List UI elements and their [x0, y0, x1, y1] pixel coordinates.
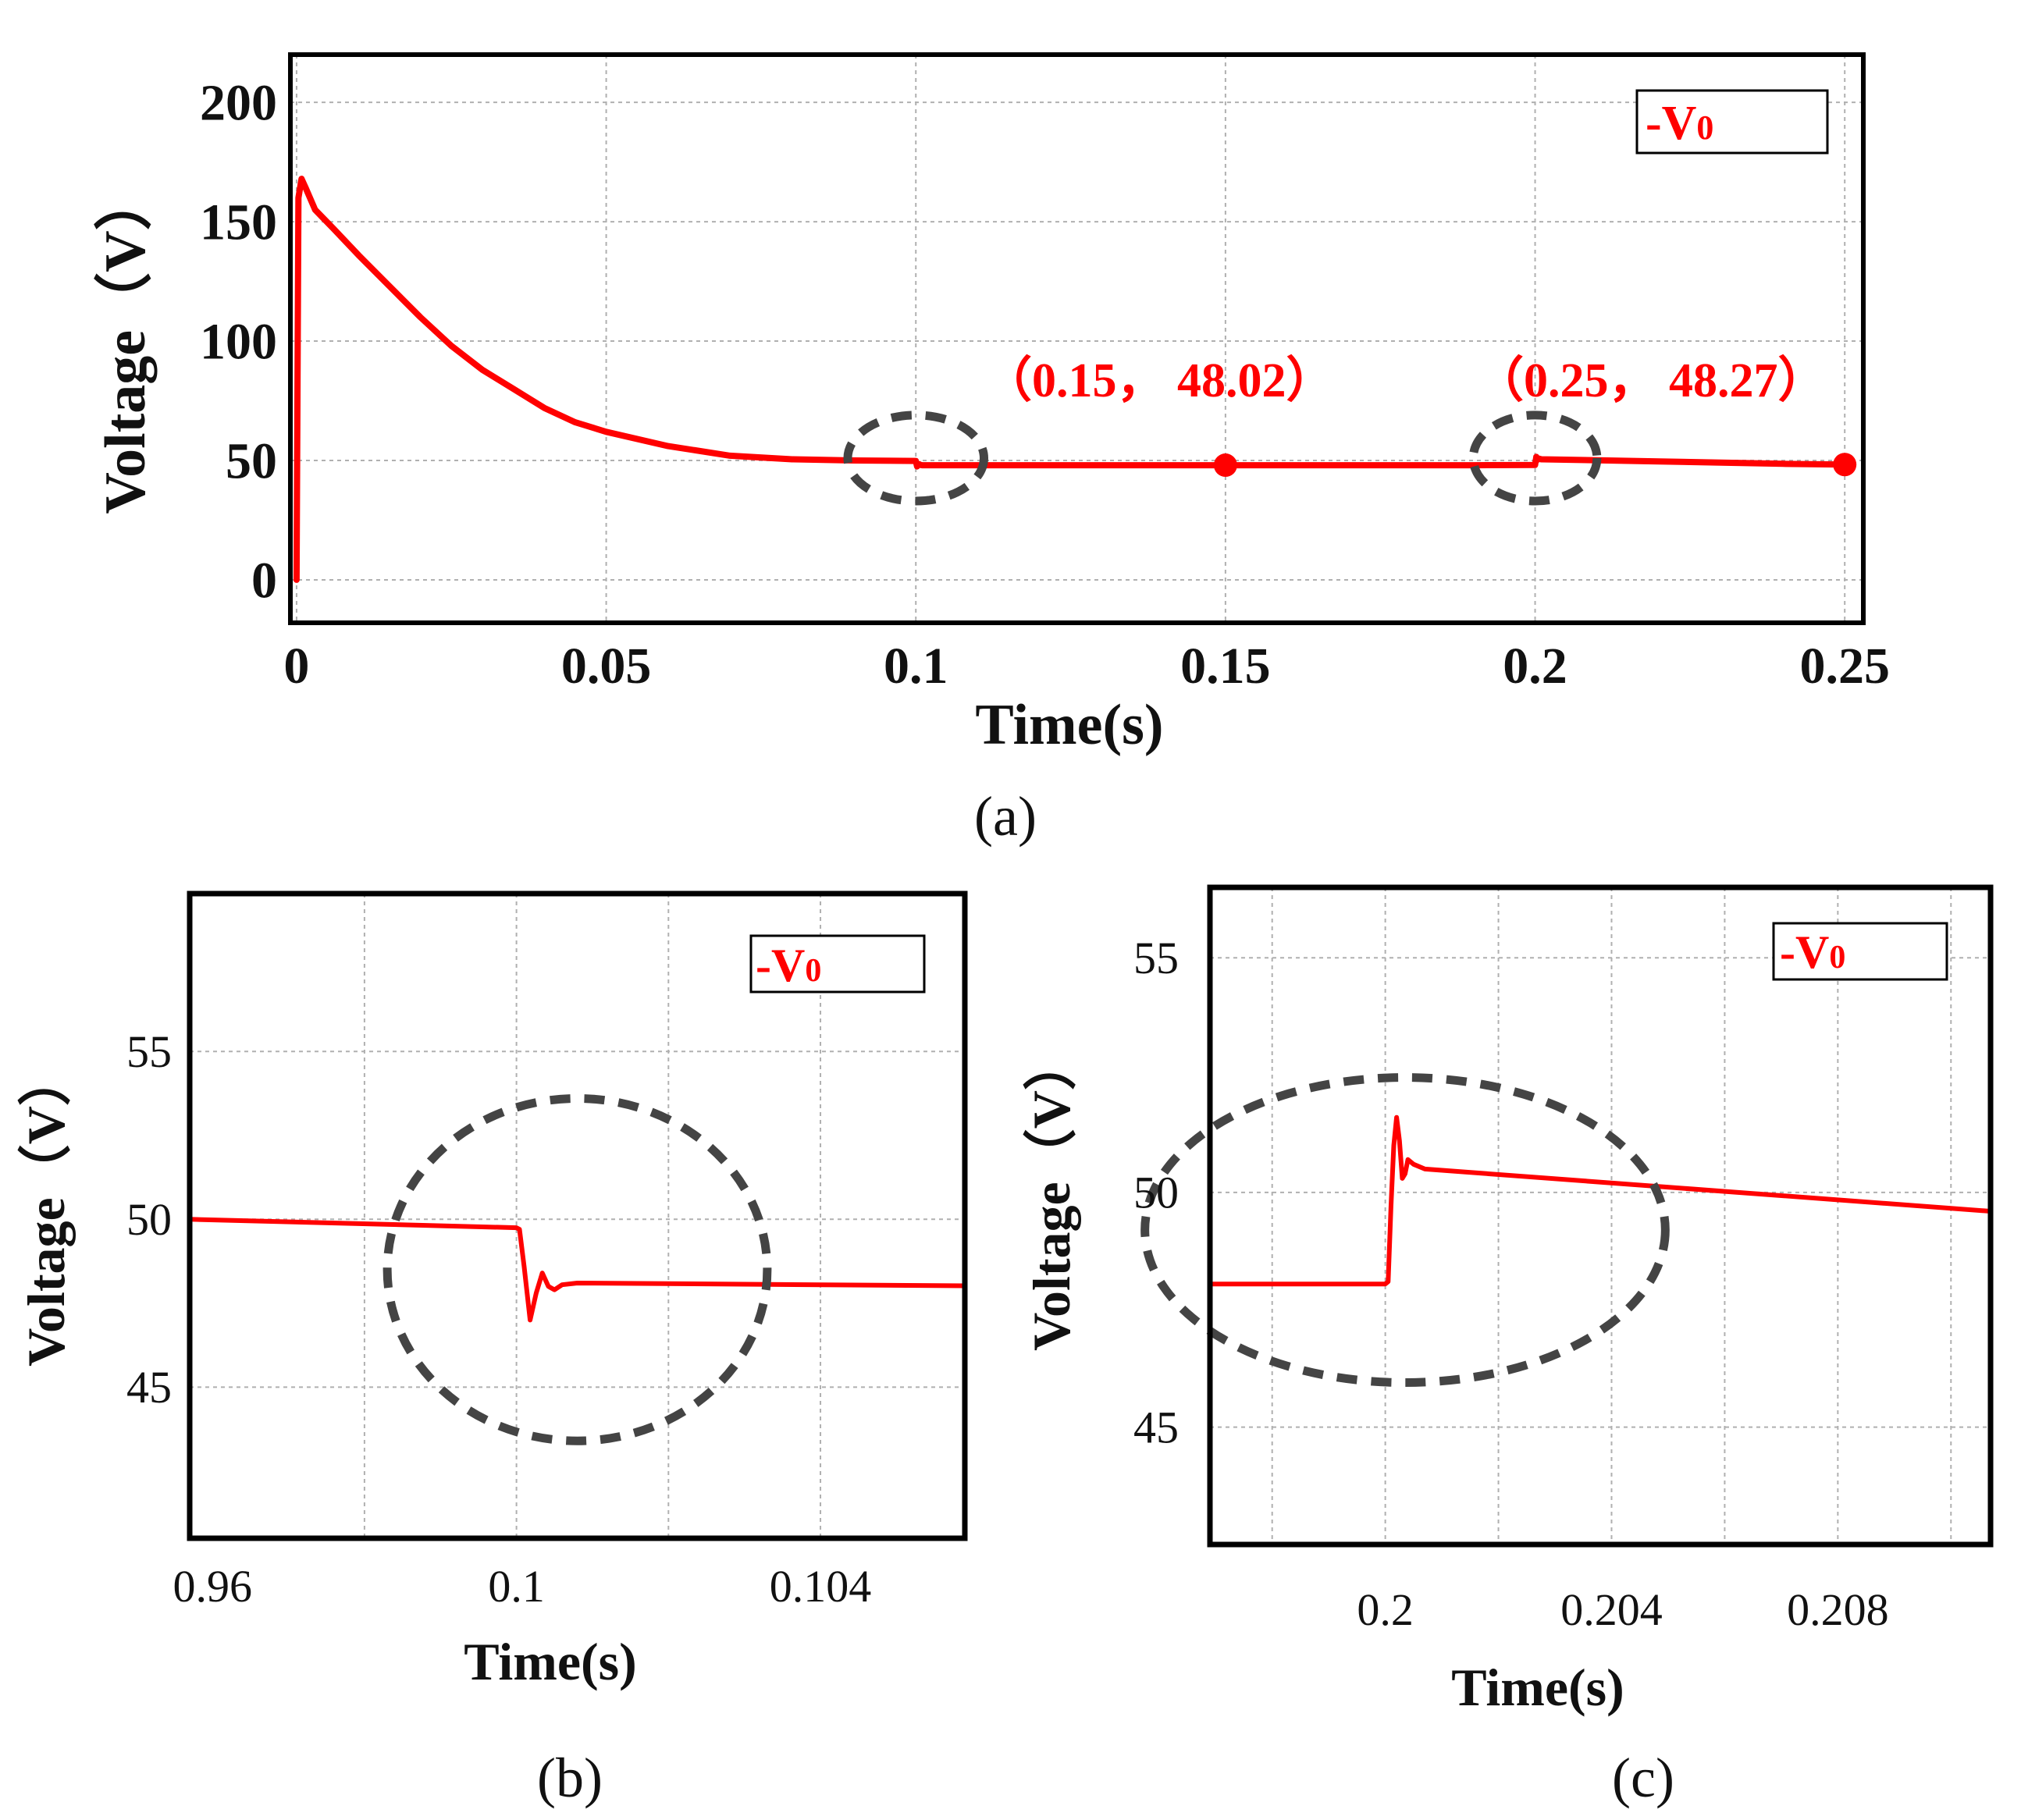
annotation-point-1: （0.15， 48.02） — [984, 353, 1335, 407]
panel-caption: (a) — [974, 785, 1037, 848]
x-tick-label: 0.104 — [770, 1561, 872, 1612]
panel-b: 0.96 0.1 0.104 45 50 55 -V0 Time(s) Voltage（V… — [16, 890, 968, 1809]
x-tick-label: 0.1 — [488, 1561, 545, 1612]
x-tick-label: 0.2 — [1503, 638, 1567, 695]
x-tick-label: 0 — [283, 638, 309, 695]
x-tick-label: 0.25 — [1799, 638, 1890, 695]
y-tick-label: 0 — [251, 552, 277, 609]
y-tick-label: 50 — [126, 1194, 172, 1245]
highlight-ellipse-1 — [382, 1093, 772, 1445]
legend-box — [1635, 89, 1829, 155]
panel-caption: (b) — [537, 1747, 603, 1809]
panel-a: 0 0.05 0.1 0.15 0.2 0.25 0 50 100 150 200 -V0 （0.1… — [94, 52, 1890, 848]
x-tick-label: 0.2 — [1357, 1584, 1414, 1635]
series-line-v0 — [1208, 1114, 1993, 1287]
x-tick-label: 0.1 — [884, 638, 948, 695]
highlight-ellipse-1 — [843, 411, 989, 506]
plot-frame — [187, 890, 968, 1541]
y-tick-label: 45 — [126, 1362, 172, 1413]
y-tick-label: 200 — [200, 75, 277, 132]
y-tick-label: 50 — [226, 432, 277, 489]
data-point-marker-1 — [1213, 453, 1237, 478]
panel-c: 0.2 0.204 0.208 45 50 55 -V0 Time(s) Voltage（… — [1022, 884, 1994, 1809]
x-axis-label: Time(s) — [975, 693, 1163, 757]
x-tick-label: 0.204 — [1560, 1584, 1663, 1635]
highlight-ellipse-1 — [1140, 1073, 1670, 1388]
y-axis-label: Voltage（V） — [16, 1053, 76, 1367]
legend-label: -V0 — [756, 940, 821, 991]
y-tick-label: 50 — [1133, 1168, 1179, 1218]
x-tick-label: 0.96 — [173, 1561, 252, 1612]
x-tick-label: 0.208 — [1787, 1584, 1889, 1635]
series-line-v0 — [293, 176, 1848, 583]
legend: -V0 — [749, 934, 926, 994]
annotation-point-2: （0.25， 48.27） — [1475, 353, 1827, 407]
legend: -V0 — [1772, 922, 1948, 981]
panel-caption: (c) — [1612, 1747, 1674, 1809]
y-tick-label: 100 — [200, 313, 277, 370]
legend: -V0 — [1635, 89, 1829, 155]
legend-box — [749, 934, 926, 994]
data-point-marker-2 — [1833, 453, 1857, 477]
y-tick-label: 55 — [1133, 933, 1179, 983]
y-tick-label: 150 — [200, 194, 277, 251]
y-tick-label: 55 — [126, 1026, 172, 1077]
y-axis-label: Voltage（V） — [94, 172, 158, 514]
x-axis-label: Time(s) — [464, 1632, 637, 1691]
legend-label: -V0 — [1780, 926, 1845, 978]
x-axis-label: Time(s) — [1451, 1658, 1624, 1717]
y-tick-label: 45 — [1133, 1402, 1179, 1452]
legend-label: -V0 — [1646, 97, 1713, 150]
plot-frame — [1207, 884, 1994, 1548]
series-line-v0 — [187, 1217, 967, 1323]
legend-box — [1772, 922, 1948, 981]
x-tick-label: 0.15 — [1180, 638, 1271, 695]
highlight-ellipse-2 — [1468, 411, 1602, 506]
x-tick-label: 0.05 — [561, 638, 652, 695]
plot-frame — [288, 52, 1866, 625]
y-axis-label: Voltage（V） — [1022, 1037, 1081, 1351]
